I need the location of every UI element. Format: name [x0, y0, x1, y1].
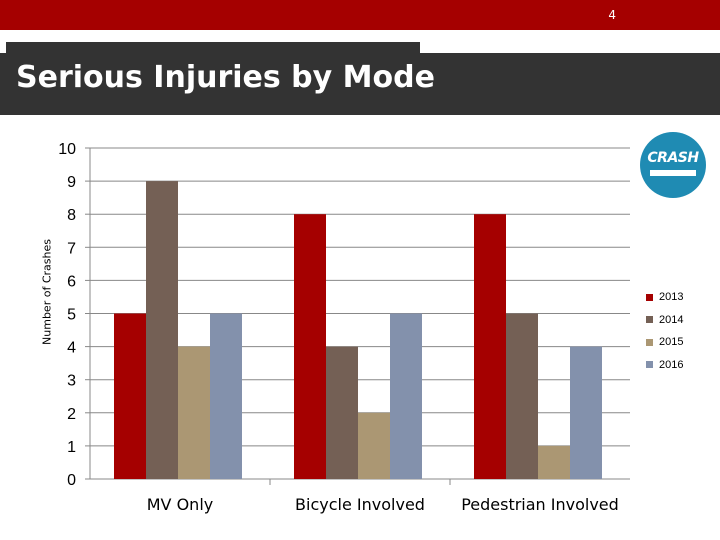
- slide-number: 4: [608, 8, 616, 22]
- bar-2015: [538, 445, 570, 479]
- y-tick-label: 2: [67, 406, 76, 423]
- bar-2015: [358, 412, 390, 479]
- legend-item: 2016: [646, 354, 683, 377]
- x-tick-label: MV Only: [147, 495, 213, 514]
- legend-item: 2014: [646, 309, 683, 332]
- bar-2013: [114, 313, 146, 479]
- y-tick-label: 3: [67, 373, 76, 390]
- crash-logo-icon: CRASH: [640, 132, 706, 198]
- bar-2014: [146, 181, 178, 479]
- legend-swatch: [646, 338, 653, 346]
- title-box: [6, 42, 420, 115]
- x-tick-label: Pedestrian Involved: [461, 495, 619, 514]
- chart-legend: 2013 2014 2015 2016: [646, 286, 683, 376]
- legend-label: 2014: [659, 313, 684, 326]
- bar-2015: [178, 346, 210, 479]
- bar-2016: [390, 313, 422, 479]
- y-tick-label: 6: [67, 273, 76, 290]
- legend-item: 2013: [646, 286, 683, 309]
- y-tick-label: 8: [67, 207, 76, 224]
- y-tick-label: 4: [67, 340, 76, 357]
- y-tick-label: 5: [67, 307, 76, 324]
- legend-swatch: [646, 361, 653, 369]
- legend-label: 2016: [659, 358, 684, 371]
- legend-swatch: [646, 293, 653, 301]
- y-tick-label: 1: [67, 439, 76, 456]
- bar-2013: [474, 214, 506, 479]
- slide-title: Serious Injuries by Mode: [16, 60, 435, 95]
- y-tick-label: 9: [67, 174, 76, 191]
- legend-item: 2015: [646, 331, 683, 354]
- bar-2016: [570, 346, 602, 479]
- top-bar: [0, 0, 720, 30]
- logo-strip: [650, 170, 696, 176]
- x-tick-label: Bicycle Involved: [295, 495, 425, 514]
- logo-text: CRASH: [647, 150, 699, 166]
- legend-label: 2015: [659, 336, 684, 349]
- y-tick-label: 10: [58, 141, 76, 158]
- y-tick-label: 0: [67, 472, 76, 489]
- bar-2016: [210, 313, 242, 479]
- y-tick-label: 7: [67, 240, 76, 257]
- bar-2014: [326, 346, 358, 479]
- legend-label: 2013: [659, 291, 684, 304]
- bar-2014: [506, 313, 538, 479]
- bar-2013: [294, 214, 326, 479]
- legend-swatch: [646, 316, 653, 324]
